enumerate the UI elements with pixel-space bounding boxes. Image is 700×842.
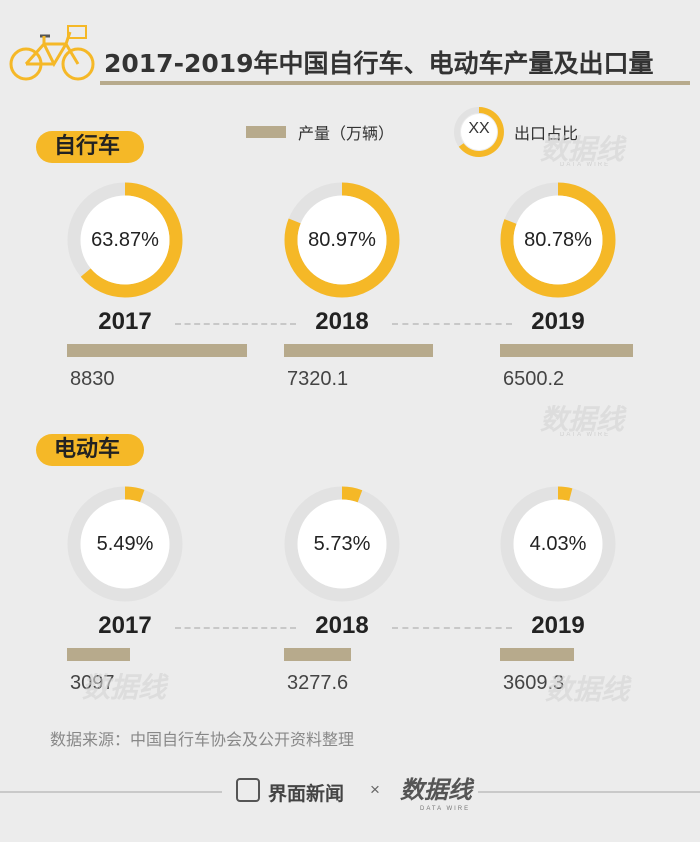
export-share-ring: 5.73%: [284, 486, 400, 602]
ring-svg: [67, 486, 183, 602]
production-value: 3097: [70, 672, 115, 694]
year-connector: [175, 627, 296, 629]
ring-arc: [67, 182, 183, 298]
export-share-ring: 80.97%: [284, 182, 400, 298]
year-connector: [392, 323, 512, 325]
watermark-logo: 数据线: [540, 403, 625, 436]
title-underline: [100, 81, 690, 85]
partner-logo-subtext: DATA WIRE: [420, 806, 471, 812]
year-label: 2017: [98, 612, 152, 639]
export-share-label: 5.73%: [313, 533, 371, 555]
watermark-logo: 数据线: [545, 673, 630, 706]
year-label: 2019: [531, 612, 585, 639]
watermark-logo: 数据线: [82, 671, 167, 704]
production-value: 6500.2: [503, 368, 565, 390]
production-bar: [500, 648, 574, 661]
footer-divider-right: [478, 791, 700, 793]
legend-ring-icon: [452, 105, 506, 164]
ring-svg: [500, 182, 616, 298]
partner-logo: 数据线: [400, 775, 472, 804]
export-share-ring: 4.03%: [500, 486, 616, 602]
ring-svg: [284, 182, 400, 298]
source-note: 数据来源：中国自行车协会及公开资料整理: [50, 730, 355, 749]
watermark-sub: DATA WIRE: [560, 432, 611, 438]
watermark-logo: 数据线: [540, 133, 625, 166]
ring-arc: [500, 486, 616, 602]
export-share-label: 80.78%: [524, 229, 592, 251]
export-share-label: 5.49%: [96, 533, 154, 555]
export-share-ring: 80.78%: [500, 182, 616, 298]
legend-ring-sample: XX: [468, 120, 490, 137]
brand-logo-icon: [236, 778, 260, 802]
production-bar: [67, 344, 247, 357]
ring-inner: [513, 195, 603, 285]
ring-svg: [284, 486, 400, 602]
production-value: 3277.6: [287, 672, 349, 694]
year-label: 2018: [315, 612, 369, 639]
ring-inner: [297, 499, 387, 589]
legend-export-label: 出口占比: [514, 124, 579, 143]
production-value: 3609.3: [503, 672, 565, 694]
production-bar: [500, 344, 633, 357]
ring-arc: [284, 182, 400, 298]
year-label: 2017: [98, 308, 152, 335]
ring-arc: [67, 486, 183, 602]
ring-inner: [297, 195, 387, 285]
legend-production-swatch: [246, 126, 286, 138]
year-connector: [392, 627, 512, 629]
ring-svg: [500, 486, 616, 602]
ring-inner: [513, 499, 603, 589]
year-label: 2019: [531, 308, 585, 335]
watermark-sub: DATA WIRE: [560, 162, 611, 168]
export-share-label: 63.87%: [91, 229, 159, 251]
year-connector: [175, 323, 296, 325]
export-share-label: 4.03%: [529, 533, 587, 555]
ring-inner: [80, 499, 170, 589]
export-share-ring: 5.49%: [67, 486, 183, 602]
brand-name: 界面新闻: [268, 783, 345, 805]
production-bar: [67, 648, 130, 661]
ring-arc: [500, 182, 616, 298]
times-sign: ×: [370, 780, 380, 799]
production-value: 7320.1: [287, 368, 349, 390]
export-share-label: 80.97%: [308, 229, 376, 251]
ring-svg: [67, 182, 183, 298]
legend-production-label: 产量（万辆）: [298, 124, 395, 143]
production-value: 8830: [70, 368, 115, 390]
section-label-ebike: 电动车: [36, 434, 144, 466]
export-share-ring: 63.87%: [67, 182, 183, 298]
footer-divider-left: [0, 791, 222, 793]
production-bar: [284, 344, 433, 357]
page-title: 2017-2019年中国自行车、电动车产量及出口量: [104, 49, 654, 78]
section-label-bicycle: 自行车: [36, 131, 144, 163]
production-bar: [284, 648, 351, 661]
ring-inner: [80, 195, 170, 285]
ring-arc: [284, 486, 400, 602]
year-label: 2018: [315, 308, 369, 335]
bicycle-icon: [8, 22, 96, 89]
